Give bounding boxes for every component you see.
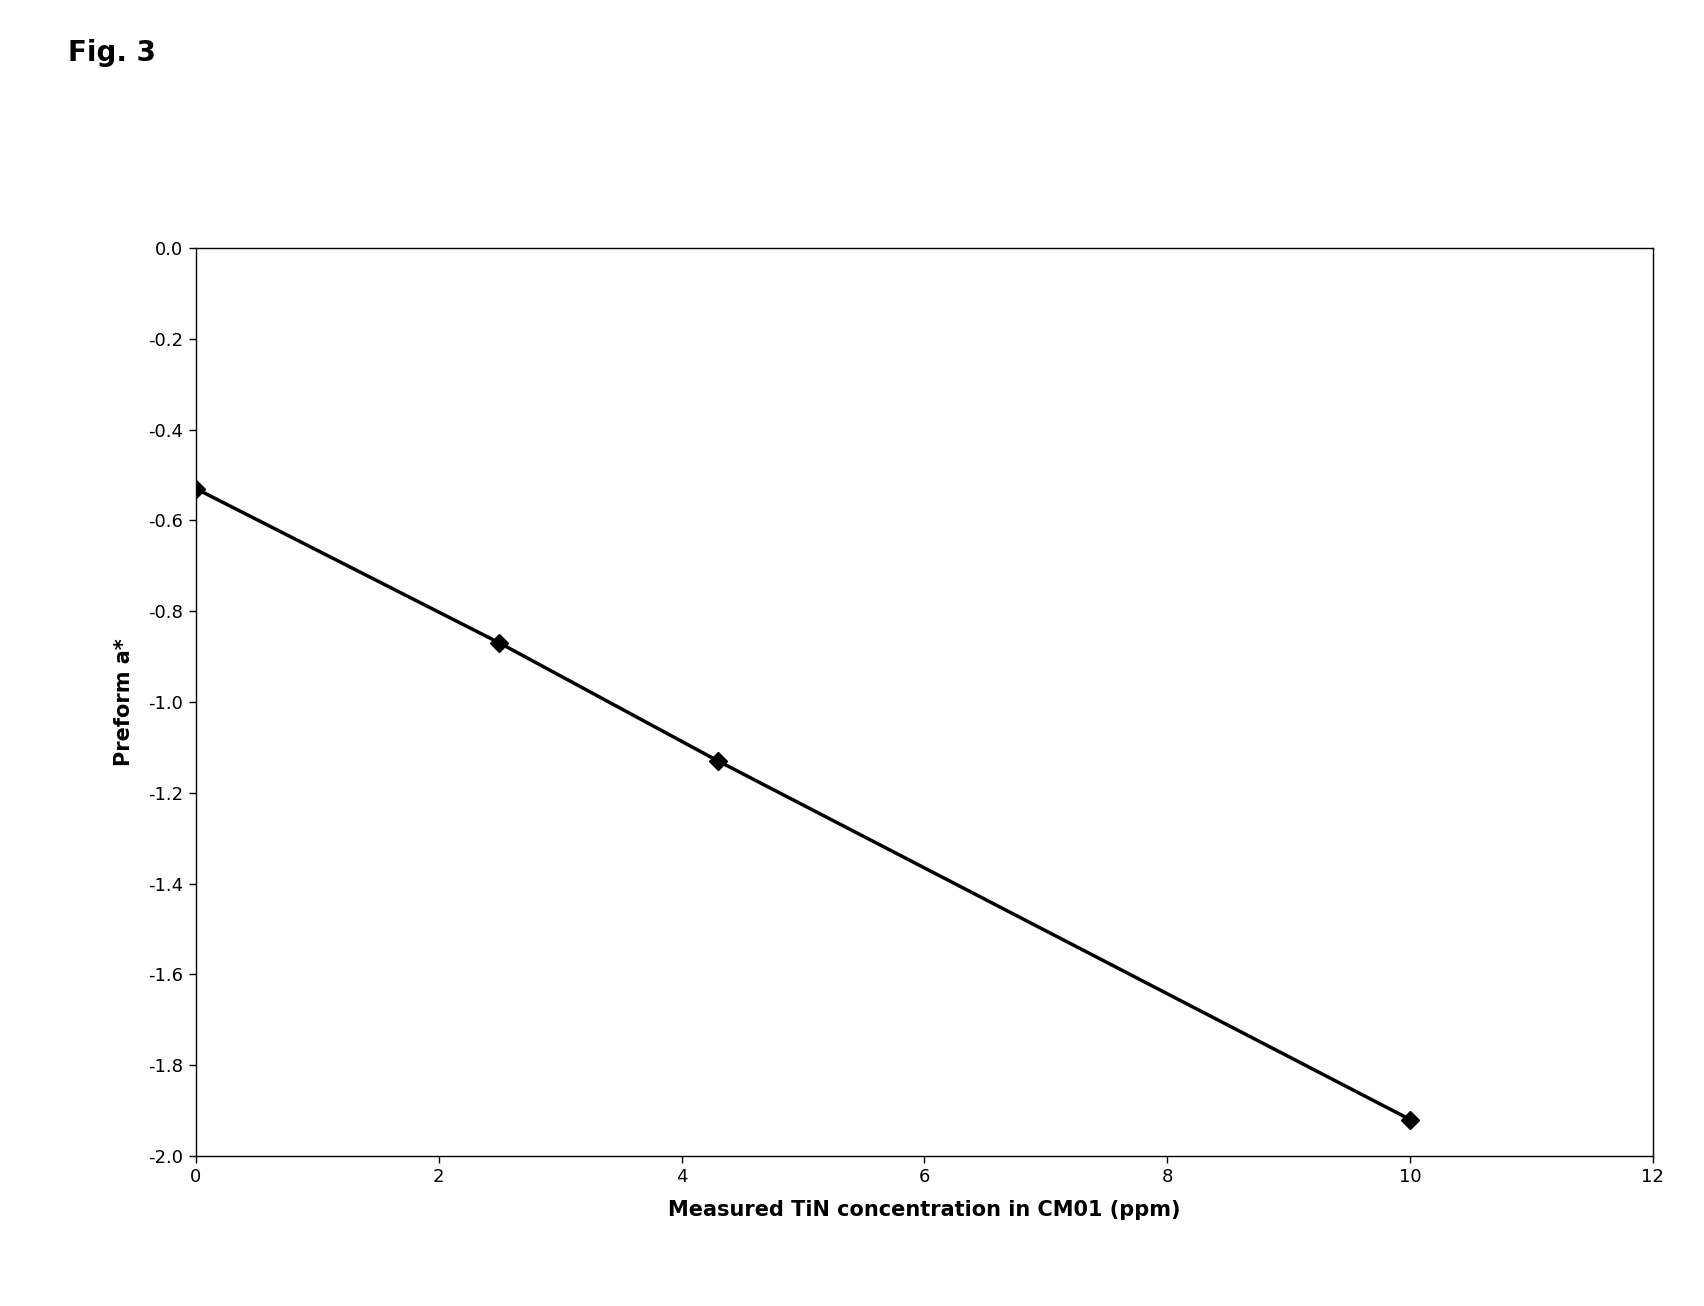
Text: Fig. 3: Fig. 3 — [68, 39, 157, 67]
Y-axis label: Preform a*: Preform a* — [114, 639, 135, 765]
X-axis label: Measured TiN concentration in CM01 (ppm): Measured TiN concentration in CM01 (ppm) — [668, 1200, 1181, 1220]
